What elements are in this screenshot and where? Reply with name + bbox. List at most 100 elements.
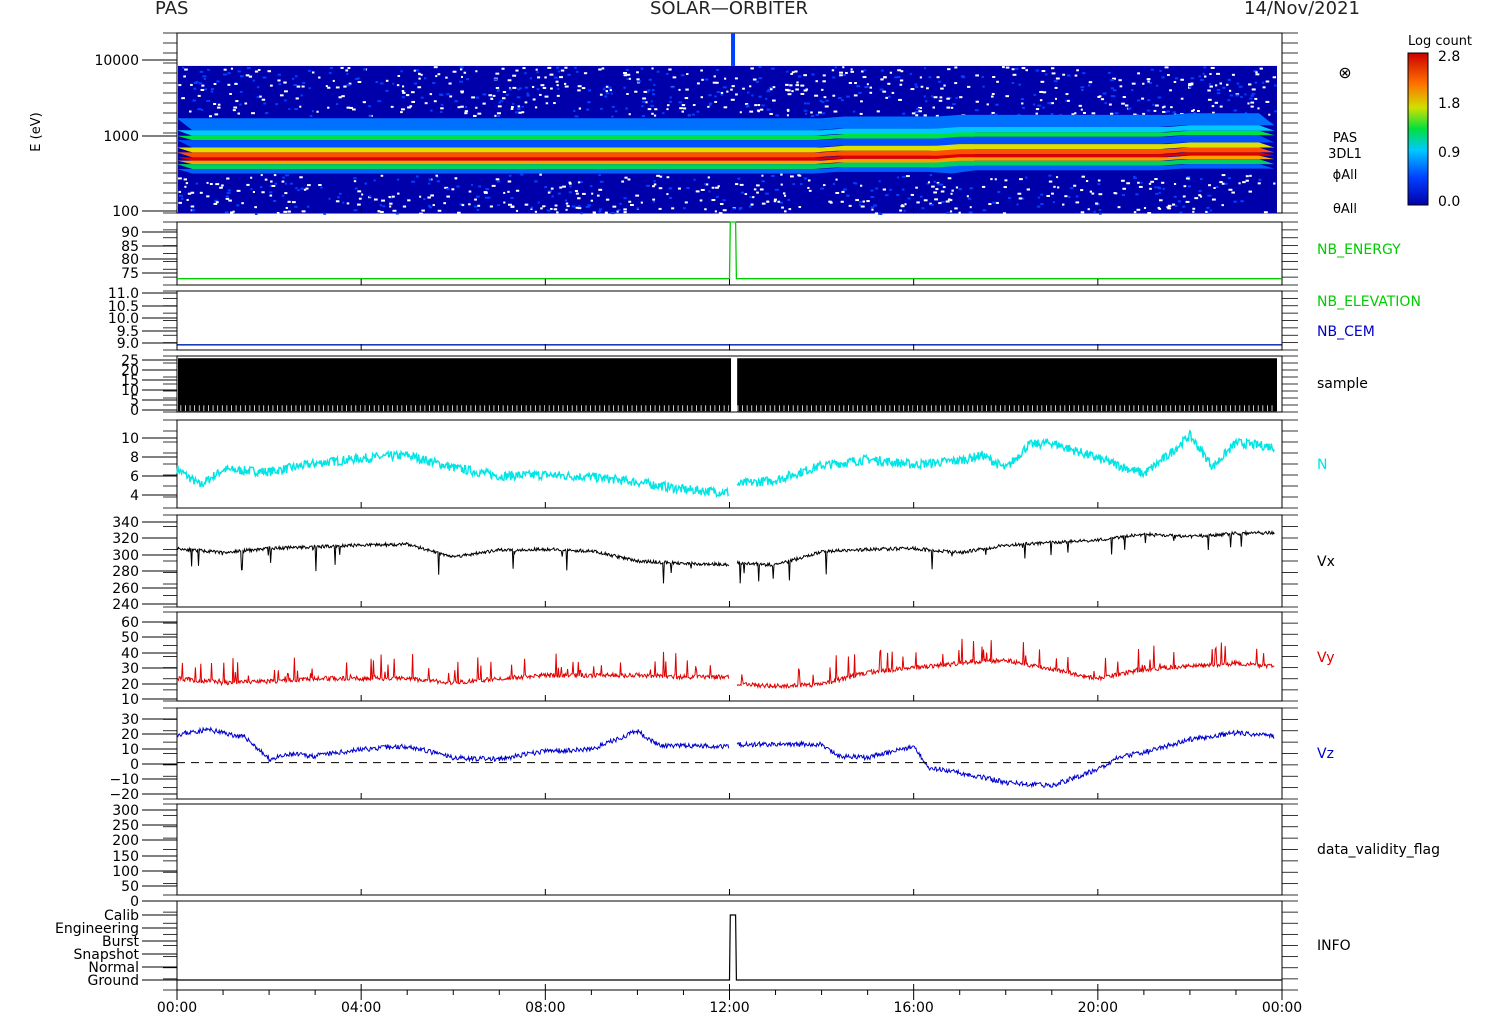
spectrogram-pixel (651, 112, 654, 115)
spectrogram-pixel (1052, 201, 1055, 204)
spectrogram-pixel (1146, 78, 1151, 81)
spectrogram-pixel (753, 188, 757, 191)
spectrogram-pixel (757, 104, 761, 107)
spectrogram-pixel (193, 87, 197, 90)
spectrogram-pixel (1073, 184, 1077, 187)
series-label: INFO (1317, 938, 1351, 954)
spectrogram-pixel (549, 73, 554, 76)
spectrogram-pixel (767, 88, 770, 91)
spectrogram-pixel (1080, 211, 1085, 214)
spectrogram-pixel (789, 175, 794, 178)
spectrogram-pixel (730, 88, 733, 91)
spectrogram-label: PAS (1333, 131, 1357, 146)
spectrogram-pixel (936, 76, 940, 79)
spectrogram-pixel (749, 85, 752, 88)
spectrogram-pixel (248, 75, 253, 78)
spectrogram-pixel (221, 184, 224, 187)
spectrogram-pixel (429, 93, 433, 96)
spectrogram-pixel (786, 114, 789, 117)
spectrogram-pixel (945, 200, 950, 203)
spectrogram-pixel (349, 106, 353, 109)
spectrogram-pixel (866, 200, 870, 203)
spectrogram-pixel (222, 73, 227, 76)
spectrogram-pixel (934, 198, 939, 201)
spectrogram-pixel (636, 207, 639, 210)
spectrogram-pixel (822, 80, 826, 83)
spectrogram-pixel (850, 68, 853, 71)
spectrogram-pixel (178, 177, 182, 180)
spectrogram-pixel (950, 192, 953, 195)
spectrogram-pixel (508, 87, 511, 90)
spectrogram-pixel (982, 209, 987, 212)
spectrogram-pixel (377, 100, 382, 103)
spectrogram-pixel (577, 181, 581, 184)
spectrogram-pixel (392, 209, 397, 212)
spectrogram-pixel (1055, 77, 1060, 80)
spectrogram-pixel (880, 69, 884, 72)
spectrogram-pixel (598, 188, 603, 191)
spectrogram-pixel (1207, 98, 1212, 101)
spectrogram-pixel (918, 106, 922, 109)
spectrogram-pixel (653, 83, 656, 86)
spectrogram-pixel (683, 207, 686, 210)
spectrogram-pixel (942, 186, 946, 189)
spectrogram-pixel (557, 192, 561, 195)
spectrogram-pixel (758, 66, 762, 69)
spectrogram-pixel (1097, 183, 1101, 186)
spectrogram-pixel (961, 76, 966, 79)
spectrogram-pixel (588, 89, 592, 92)
spectrogram-pixel (1236, 82, 1240, 85)
spectrogram-pixel (1017, 113, 1021, 116)
spectrogram-pixel (635, 194, 640, 197)
spectrogram-pixel (787, 109, 790, 112)
spectrogram-pixel (1194, 197, 1199, 200)
spectrogram-pixel (761, 104, 765, 107)
spectrogram-pixel (933, 180, 936, 183)
spectrogram-pixel (708, 102, 713, 105)
spectrogram-pixel (1021, 67, 1026, 70)
spectrogram-pixel (731, 85, 735, 88)
spectrogram-pixel (946, 97, 950, 100)
spectrogram-pixel (626, 77, 630, 80)
spectrogram-pixel (666, 193, 669, 196)
spectrogram-pixel (510, 105, 514, 108)
spectrogram-pixel (539, 173, 542, 176)
spectrogram-pixel (761, 180, 765, 183)
y-tick-label: 10.0 (108, 311, 139, 327)
spectrogram-pixel (1200, 78, 1204, 81)
spectrogram-pixel (226, 192, 231, 195)
spectrogram-pixel (1258, 178, 1262, 181)
spectrogram-pixel (598, 174, 601, 177)
spectrogram-pixel (919, 76, 922, 79)
spectrogram-pixel (1263, 211, 1268, 214)
spectrogram-pixel (327, 86, 331, 89)
spectrogram-pixel (1121, 102, 1125, 105)
spectrogram-pixel (709, 104, 712, 107)
spectrogram-pixel (986, 103, 989, 106)
spectrogram-pixel (439, 110, 443, 113)
spectrogram-pixel (535, 68, 538, 71)
spectrogram-pixel (938, 202, 942, 205)
spectrogram-pixel (780, 183, 783, 186)
y-tick-label: 300 (112, 548, 139, 564)
spectrogram-pixel (299, 176, 303, 179)
spectrogram-pixel (503, 201, 506, 204)
spectrogram-pixel (1233, 200, 1237, 203)
spectrogram-pixel (780, 173, 783, 176)
spectrogram-pixel (1150, 180, 1155, 183)
spectrogram-pixel (1102, 92, 1107, 95)
spectrogram-pixel (568, 191, 572, 194)
spectrogram-pixel (1254, 97, 1258, 100)
spectrogram-pixel (567, 73, 571, 76)
spectrogram-pixel (346, 84, 351, 87)
header-mission: SOLAR—ORBITER (650, 0, 808, 19)
spectrogram-pixel (183, 178, 188, 181)
spectrogram-pixel (471, 183, 474, 186)
spectrogram-pixel (270, 180, 273, 183)
spectrogram-pixel (580, 181, 583, 184)
spectrogram-pixel (1026, 188, 1031, 191)
spectrogram-pixel (318, 183, 322, 186)
spectrogram-pixel (1215, 185, 1219, 188)
spectrogram-pixel (396, 178, 400, 181)
spectrogram-pixel (553, 76, 558, 79)
